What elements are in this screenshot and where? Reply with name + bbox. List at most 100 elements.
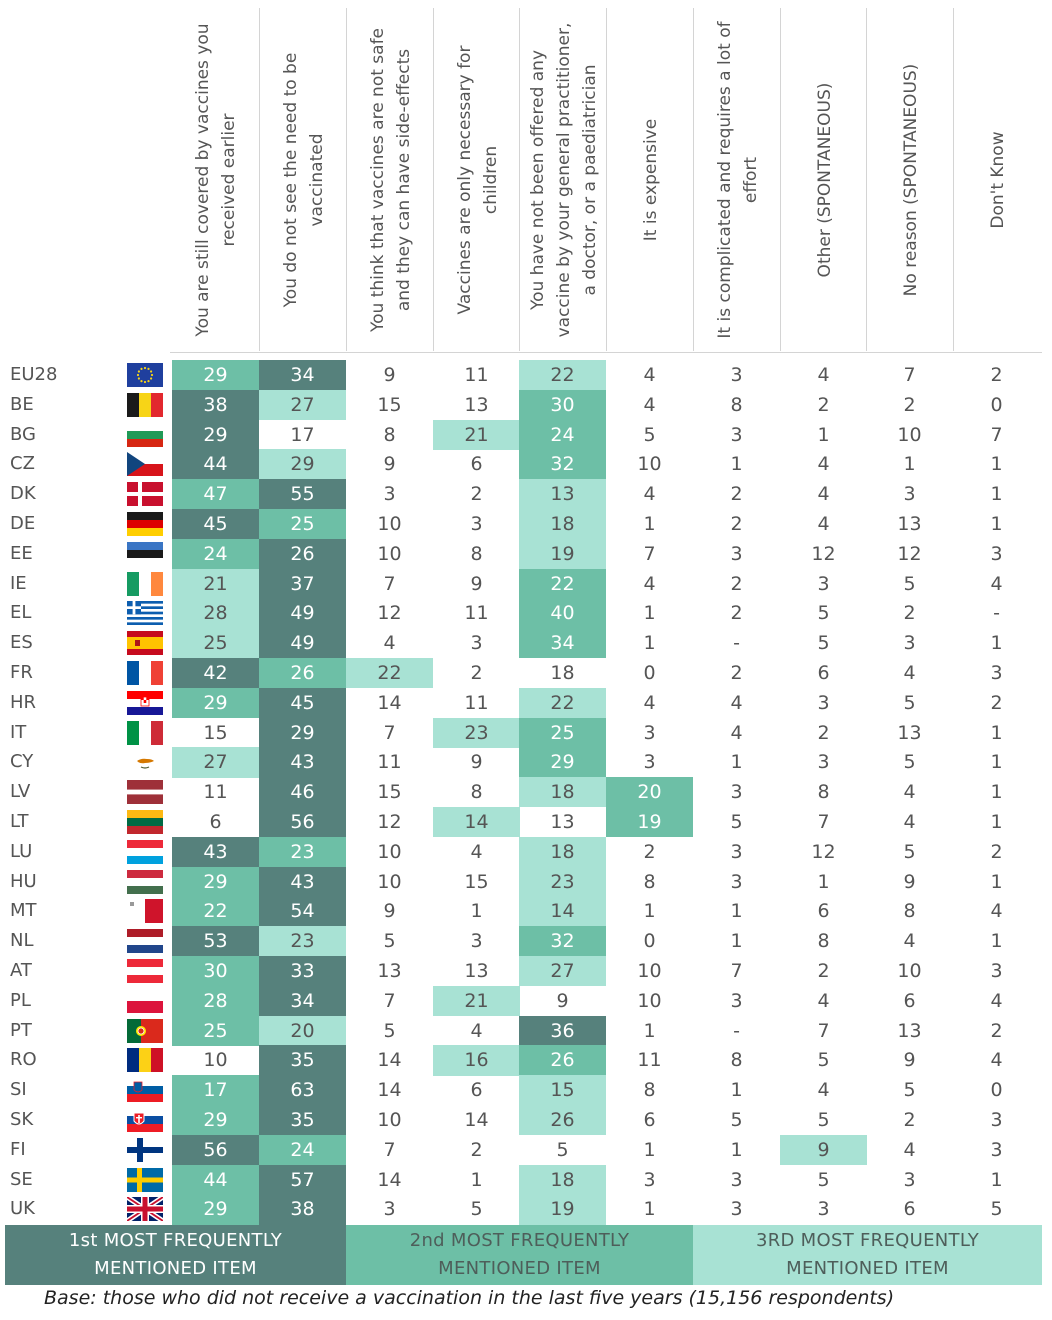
table-cell: 13 bbox=[550, 811, 575, 833]
table-cell: 4 bbox=[903, 1138, 916, 1161]
table-cell: 1 bbox=[990, 1168, 1003, 1191]
table-cell: 28 bbox=[172, 598, 259, 629]
table-cell: 3 bbox=[730, 840, 743, 863]
table-cell: 10 bbox=[637, 989, 662, 1012]
table-cell: 4 bbox=[903, 662, 916, 684]
table-cell: 26 bbox=[259, 538, 346, 570]
legend-label: MENTIONED ITEM bbox=[438, 1258, 601, 1279]
country-code: PT bbox=[10, 1019, 32, 1041]
table-cell: 5 bbox=[903, 572, 916, 595]
table-cell: 0 bbox=[990, 393, 1003, 416]
table-cell: 4 bbox=[903, 811, 916, 833]
lu-flag-icon bbox=[127, 839, 163, 864]
table-cell: 2 bbox=[903, 1109, 916, 1131]
table-cell: 17 bbox=[172, 1075, 259, 1106]
country-code: RO bbox=[10, 1049, 37, 1071]
be-flag-icon bbox=[127, 392, 163, 417]
country-code: BG bbox=[10, 423, 36, 445]
table-cell: 2 bbox=[990, 364, 1003, 386]
table-cell: 22 bbox=[519, 360, 606, 391]
column-header: You are still covered by vaccines you re… bbox=[172, 8, 259, 351]
table-cell: 1 bbox=[990, 453, 1003, 476]
column-header: It is expensive bbox=[606, 8, 694, 351]
se-flag-icon bbox=[127, 1167, 163, 1192]
pl-flag-icon bbox=[127, 988, 163, 1013]
country-code: ES bbox=[10, 632, 33, 654]
table-cell: 1 bbox=[643, 632, 656, 655]
table-cell: 4 bbox=[817, 513, 830, 535]
table-cell: 8 bbox=[903, 900, 916, 923]
table-cell: 13 bbox=[464, 960, 489, 982]
table-cell: 29 bbox=[172, 419, 259, 450]
fi-flag-icon bbox=[127, 1137, 163, 1162]
table-cell: 17 bbox=[290, 423, 315, 446]
country-code: BE bbox=[10, 393, 34, 415]
table-cell: 7 bbox=[383, 989, 396, 1012]
table-cell: 34 bbox=[259, 985, 346, 1017]
table-cell: 2 bbox=[817, 960, 830, 982]
table-cell: 6 bbox=[643, 1109, 656, 1131]
table-cell: 32 bbox=[519, 926, 606, 957]
table-cell: 7 bbox=[383, 1138, 396, 1161]
table-cell: 45 bbox=[259, 687, 346, 719]
table-cell: 5 bbox=[817, 632, 830, 655]
table-cell: 2 bbox=[903, 602, 916, 625]
table-cell: 3 bbox=[730, 781, 743, 804]
table-cell: 0 bbox=[643, 662, 656, 684]
table-cell: 4 bbox=[903, 781, 916, 804]
table-cell: 2 bbox=[817, 393, 830, 416]
table-cell: 5 bbox=[470, 1198, 483, 1221]
table-cell: 11 bbox=[464, 691, 489, 714]
country-code: LV bbox=[10, 781, 31, 803]
column-header-label: Don't Know bbox=[987, 130, 1008, 229]
table-cell: 2 bbox=[470, 662, 483, 684]
table-cell: 15 bbox=[519, 1075, 606, 1106]
table-cell: 42 bbox=[172, 658, 259, 689]
table-cell: 3 bbox=[383, 1198, 396, 1221]
table-cell: 63 bbox=[259, 1075, 346, 1106]
table-cell: 10 bbox=[637, 960, 662, 982]
cz-flag-icon bbox=[127, 452, 163, 477]
table-cell: 3 bbox=[643, 721, 656, 744]
table-cell: 1 bbox=[730, 1079, 743, 1102]
table-cell: 4 bbox=[470, 840, 483, 863]
table-cell: 10 bbox=[377, 513, 402, 535]
hr-flag-icon bbox=[127, 690, 163, 715]
table-cell: 25 bbox=[172, 628, 259, 659]
table-cell: 3 bbox=[730, 364, 743, 386]
table-cell: 6 bbox=[903, 1198, 916, 1221]
table-cell: 43 bbox=[259, 747, 346, 778]
table-cell: 2 bbox=[990, 840, 1003, 863]
lv-flag-icon bbox=[127, 780, 163, 805]
table-cell: 4 bbox=[643, 393, 656, 416]
table-cell: 10 bbox=[377, 870, 402, 893]
table-cell: 1 bbox=[643, 1198, 656, 1221]
table-cell: 0 bbox=[990, 1079, 1003, 1102]
table-cell: 34 bbox=[519, 628, 606, 659]
table-cell: 20 bbox=[606, 777, 693, 808]
table-cell: 2 bbox=[817, 721, 830, 744]
country-code: AT bbox=[10, 960, 32, 981]
table-cell: 24 bbox=[172, 538, 259, 570]
table-cell: 4 bbox=[470, 1019, 483, 1042]
table-cell: 7 bbox=[817, 1019, 830, 1042]
table-cell: 4 bbox=[990, 572, 1003, 595]
table-cell: 14 bbox=[433, 807, 520, 838]
table-cell: 55 bbox=[259, 479, 346, 510]
table-cell: 7 bbox=[643, 542, 656, 565]
table-cell: 8 bbox=[470, 781, 483, 804]
table-cell: 14 bbox=[377, 1049, 402, 1072]
table-cell: 3 bbox=[990, 960, 1003, 982]
table-cell: 4 bbox=[990, 989, 1003, 1012]
table-cell: 4 bbox=[817, 364, 830, 386]
table-cell: 2 bbox=[730, 513, 743, 535]
column-header-label: No reason (SPONTANEOUS) bbox=[900, 63, 921, 296]
table-cell: 5 bbox=[730, 811, 743, 833]
table-cell: 57 bbox=[259, 1164, 346, 1195]
country-code: DE bbox=[10, 513, 36, 534]
table-cell: 5 bbox=[990, 1198, 1003, 1221]
table-cell: 4 bbox=[990, 900, 1003, 923]
table-cell: 19 bbox=[606, 807, 693, 838]
es-flag-icon bbox=[127, 631, 163, 656]
legend-second-most-frequent: 2nd MOST FREQUENTLY MENTIONED ITEM bbox=[346, 1225, 693, 1285]
